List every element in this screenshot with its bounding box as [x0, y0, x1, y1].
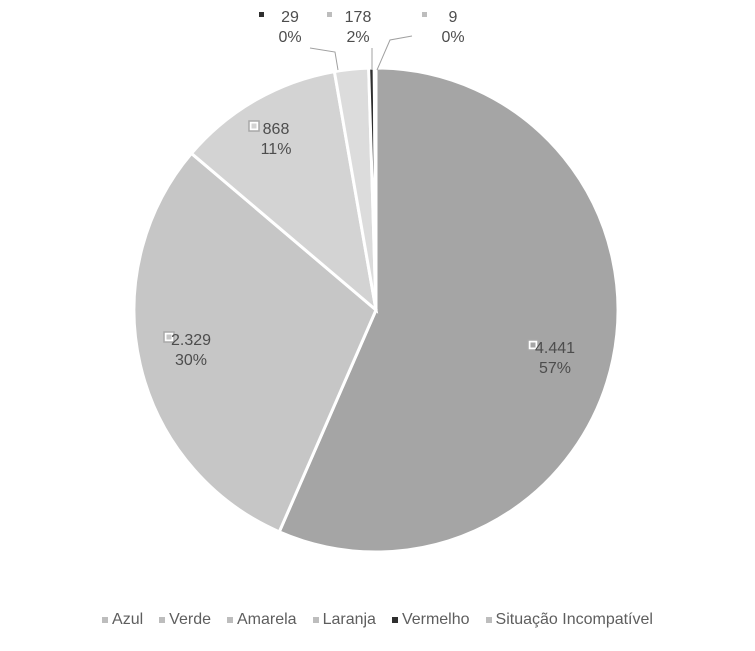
data-label-situa-o-incompat-vel: 90%: [422, 9, 465, 46]
pie-slice-verde: [132, 151, 378, 534]
data-label-value: 29: [281, 9, 299, 26]
legend-label: Laranja: [322, 611, 376, 628]
data-label-percent: 57%: [539, 360, 571, 377]
data-label-percent: 2%: [346, 29, 369, 46]
data-label-value: 4.441: [535, 340, 575, 357]
data-label-azul: 4.441 57%: [527, 339, 575, 377]
data-label-percent: 0%: [278, 29, 301, 46]
data-label-value: 868: [263, 121, 290, 138]
data-label-percent: 0%: [441, 29, 464, 46]
legend-item-vermelho: Vermelho: [391, 611, 470, 629]
pie-slice-azul: [277, 66, 620, 554]
legend-item-laranja: Laranja: [312, 611, 376, 629]
legend-item-verde: Verde: [159, 611, 211, 629]
legend-swatch: [312, 617, 319, 623]
data-label-swatch: [327, 12, 332, 17]
data-label-percent: 11%: [261, 141, 292, 158]
legend-swatch: [159, 617, 166, 623]
legend-swatch: [391, 617, 398, 623]
legend-swatch: [485, 617, 492, 623]
legend-label: Situação Incompatível: [495, 611, 653, 628]
legend-item-amarela: Amarela: [226, 611, 297, 629]
pie-slices: [132, 66, 620, 554]
pie-slice-situa-o-incompat-vel: [372, 66, 378, 311]
legend: Azul Verde Amarela Laranja Vermelho Situação …: [0, 611, 755, 629]
data-label-swatch: [259, 12, 264, 17]
legend-label: Verde: [169, 611, 211, 628]
data-label-marker-fill: [166, 334, 172, 340]
legend-label: Amarela: [236, 611, 297, 628]
pie-slice-amarela: [189, 69, 379, 314]
data-label-value: 178: [345, 9, 372, 26]
leader-line-situa-o-incompat-vel: [376, 35, 413, 71]
data-label-marker-fill: [530, 342, 536, 348]
legend-label: Vermelho: [401, 611, 470, 628]
data-label-percent: 30%: [175, 352, 207, 369]
data-label-value: 2.329: [171, 332, 211, 349]
legend-swatch: [226, 617, 233, 623]
legend-item-azul: Azul: [102, 611, 143, 629]
legend-label: Azul: [112, 611, 144, 628]
data-label-marker-fill: [251, 123, 257, 129]
legend-swatch: [102, 617, 109, 623]
data-label-verde: 2.329 30%: [163, 331, 211, 369]
data-label-value: 9: [449, 9, 458, 26]
leader-line-vermelho: [309, 47, 339, 71]
leader-lines: [309, 35, 413, 71]
data-label-swatch: [422, 12, 427, 17]
legend-item-situa-o-incompat-vel: Situação Incompatível: [485, 611, 653, 629]
data-label-vermelho: 290%: [259, 9, 302, 46]
